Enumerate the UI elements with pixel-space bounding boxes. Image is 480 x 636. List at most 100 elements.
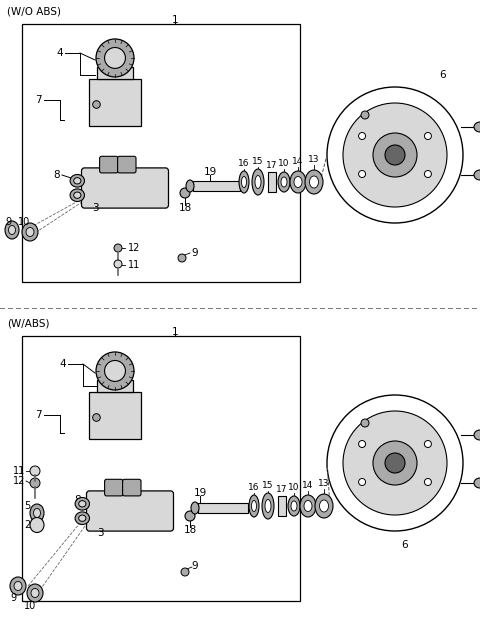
- Circle shape: [373, 441, 417, 485]
- Circle shape: [359, 132, 366, 139]
- Circle shape: [424, 441, 432, 448]
- Circle shape: [385, 453, 405, 473]
- Text: 16: 16: [248, 483, 260, 492]
- Text: 14: 14: [302, 481, 314, 490]
- Circle shape: [93, 100, 100, 108]
- Ellipse shape: [310, 176, 319, 188]
- Ellipse shape: [26, 228, 34, 237]
- Text: 9: 9: [192, 248, 198, 258]
- Ellipse shape: [290, 171, 306, 193]
- Ellipse shape: [265, 499, 271, 513]
- Text: 1: 1: [172, 15, 178, 25]
- Ellipse shape: [191, 502, 199, 514]
- Text: 9: 9: [10, 593, 16, 603]
- Ellipse shape: [252, 169, 264, 195]
- Text: 10: 10: [24, 601, 36, 611]
- Text: 12: 12: [12, 476, 25, 486]
- Ellipse shape: [474, 170, 480, 180]
- Circle shape: [373, 133, 417, 177]
- Ellipse shape: [474, 122, 480, 132]
- Bar: [89, 392, 141, 439]
- Circle shape: [343, 103, 447, 207]
- Text: 8: 8: [54, 170, 60, 180]
- Text: 6: 6: [440, 70, 446, 80]
- Circle shape: [361, 111, 369, 119]
- Text: 15: 15: [262, 481, 274, 490]
- Bar: [268, 172, 276, 192]
- Ellipse shape: [30, 518, 44, 532]
- Bar: [193, 181, 240, 191]
- Text: 3: 3: [96, 528, 103, 538]
- Text: 7: 7: [35, 95, 41, 105]
- Ellipse shape: [262, 493, 274, 519]
- Bar: [198, 503, 248, 513]
- Ellipse shape: [74, 192, 81, 198]
- Circle shape: [30, 466, 40, 476]
- Text: 12: 12: [128, 243, 140, 253]
- Ellipse shape: [278, 172, 290, 192]
- Text: 8: 8: [75, 495, 81, 505]
- Ellipse shape: [31, 588, 39, 597]
- Circle shape: [359, 441, 366, 448]
- Circle shape: [105, 361, 125, 382]
- Text: 18: 18: [183, 525, 197, 535]
- Text: 5: 5: [24, 501, 30, 511]
- Circle shape: [181, 568, 189, 576]
- Text: 9: 9: [5, 217, 11, 227]
- Text: 6: 6: [402, 540, 408, 550]
- Circle shape: [424, 478, 432, 485]
- Circle shape: [114, 244, 122, 252]
- Text: 4: 4: [60, 359, 66, 369]
- Ellipse shape: [300, 495, 316, 517]
- Circle shape: [327, 395, 463, 531]
- Ellipse shape: [249, 495, 259, 517]
- Text: 3: 3: [92, 203, 98, 213]
- Text: 19: 19: [193, 488, 206, 498]
- Ellipse shape: [22, 223, 38, 241]
- Circle shape: [185, 511, 195, 521]
- Ellipse shape: [305, 170, 323, 194]
- Ellipse shape: [255, 176, 261, 188]
- Circle shape: [96, 39, 134, 77]
- Ellipse shape: [10, 577, 26, 595]
- Ellipse shape: [186, 180, 194, 192]
- Text: 16: 16: [238, 160, 250, 169]
- Ellipse shape: [320, 500, 328, 512]
- Circle shape: [96, 352, 134, 390]
- Text: 10: 10: [18, 217, 30, 227]
- Ellipse shape: [75, 497, 89, 510]
- FancyBboxPatch shape: [105, 480, 123, 496]
- Circle shape: [343, 411, 447, 515]
- Text: 13: 13: [308, 155, 320, 165]
- FancyBboxPatch shape: [82, 168, 168, 208]
- Ellipse shape: [315, 494, 333, 518]
- Ellipse shape: [5, 221, 19, 239]
- FancyBboxPatch shape: [118, 156, 136, 173]
- Ellipse shape: [252, 501, 256, 511]
- Ellipse shape: [79, 501, 86, 507]
- Ellipse shape: [70, 189, 84, 202]
- Ellipse shape: [474, 478, 480, 488]
- Circle shape: [359, 478, 366, 485]
- Text: 11: 11: [128, 260, 140, 270]
- Bar: [97, 67, 133, 79]
- Bar: [22, 24, 300, 282]
- Ellipse shape: [30, 504, 44, 522]
- Text: 9: 9: [192, 561, 198, 571]
- Bar: [97, 380, 133, 392]
- Ellipse shape: [34, 509, 40, 518]
- Ellipse shape: [474, 430, 480, 440]
- Text: 1: 1: [172, 327, 178, 337]
- Ellipse shape: [241, 177, 247, 188]
- Text: 10: 10: [288, 483, 300, 492]
- Text: 15: 15: [252, 158, 264, 167]
- Text: (W/ABS): (W/ABS): [7, 318, 49, 328]
- Text: 4: 4: [57, 48, 63, 58]
- Ellipse shape: [281, 177, 287, 187]
- Text: 2: 2: [24, 520, 30, 530]
- Text: 18: 18: [179, 203, 192, 213]
- Ellipse shape: [27, 584, 43, 602]
- Ellipse shape: [291, 501, 297, 511]
- Text: 11: 11: [13, 466, 25, 476]
- Ellipse shape: [74, 177, 81, 184]
